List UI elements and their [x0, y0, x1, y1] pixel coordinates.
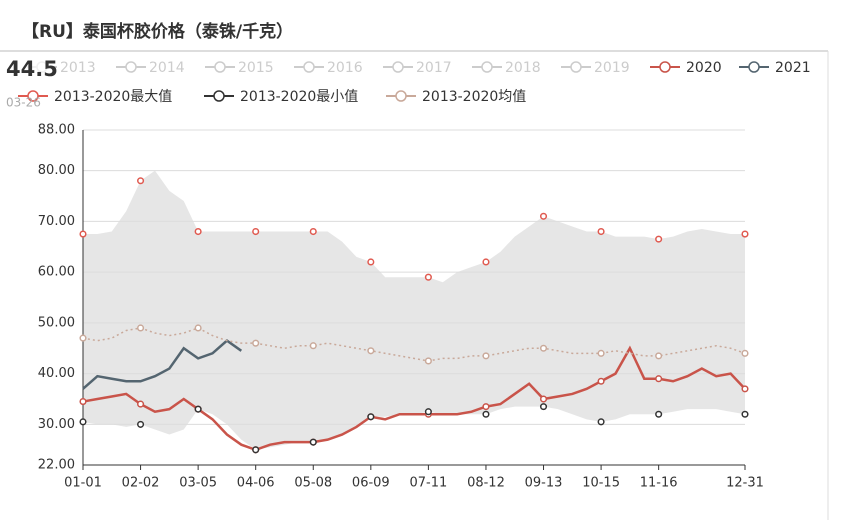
legend-icon — [570, 61, 582, 73]
range-band — [83, 170, 745, 450]
point-marker — [655, 352, 663, 360]
point-marker — [597, 349, 605, 357]
legend-label[interactable]: 2013-2020均值 — [422, 89, 526, 105]
x-tick-label: 06-09 — [352, 476, 390, 491]
point-marker — [539, 344, 548, 352]
point-marker — [741, 385, 749, 393]
x-tick-label: 02-02 — [122, 476, 160, 491]
point-marker — [482, 352, 490, 360]
legend-label[interactable]: 2019 — [594, 60, 630, 76]
legend-icon — [27, 90, 39, 102]
point-marker — [252, 446, 260, 454]
readout-date: 03-26 — [6, 96, 41, 110]
point-marker — [252, 227, 260, 236]
series-line — [82, 345, 746, 452]
legend-icon — [125, 61, 137, 73]
point-marker — [424, 357, 432, 365]
x-tick-label: 01-01 — [64, 476, 102, 491]
point-marker — [309, 342, 317, 350]
y-tick-label: 70.00 — [38, 214, 75, 229]
x-tick-label: 10-15 — [582, 476, 620, 491]
chart-title: 【RU】泰国杯胶价格（泰铢/千克） — [22, 21, 293, 42]
y-tick-label: 80.00 — [38, 163, 75, 178]
point-marker — [597, 377, 605, 385]
point-marker — [137, 177, 145, 185]
point-marker — [137, 420, 145, 428]
point-marker — [539, 212, 548, 220]
point-marker — [367, 413, 375, 421]
series-line — [82, 339, 243, 390]
point-marker — [79, 230, 87, 238]
legend-label[interactable]: 2013 — [60, 60, 96, 76]
legend-icon — [748, 61, 760, 73]
y-tick-label: 88.00 — [38, 123, 75, 138]
point-marker — [597, 227, 605, 236]
point-marker — [597, 418, 605, 426]
legend-icon — [481, 61, 493, 73]
legend-label[interactable]: 2020 — [686, 60, 722, 76]
point-marker — [79, 398, 87, 406]
point-marker — [482, 410, 490, 418]
x-tick-label: 07-11 — [410, 476, 448, 491]
legend-icon — [213, 90, 225, 102]
legend-icon — [303, 61, 315, 73]
legend-icon — [392, 61, 404, 73]
point-marker — [741, 230, 749, 238]
legend-label[interactable]: 2018 — [505, 60, 541, 76]
legend-icon — [214, 61, 226, 73]
legend-label[interactable]: 2015 — [238, 60, 274, 76]
x-tick-label: 04-06 — [237, 476, 275, 491]
legend-icon — [659, 61, 671, 73]
y-tick-label: 60.00 — [38, 265, 75, 280]
point-marker — [309, 438, 317, 446]
point-marker — [309, 227, 317, 236]
point-marker — [655, 375, 663, 383]
y-tick-label: 50.00 — [38, 315, 75, 330]
point-marker — [741, 349, 749, 357]
y-tick-label: 30.00 — [38, 417, 75, 432]
point-marker — [539, 403, 548, 411]
legend-label[interactable]: 2013-2020最小值 — [240, 89, 358, 105]
readout-value: 44.5 — [6, 57, 58, 81]
point-marker — [79, 334, 87, 342]
point-marker — [424, 408, 432, 416]
point-marker — [79, 418, 87, 426]
point-marker — [137, 400, 145, 408]
y-tick-label: 22.00 — [38, 458, 75, 473]
point-marker — [741, 410, 749, 418]
point-marker — [367, 258, 375, 266]
point-marker — [655, 235, 663, 243]
point-marker — [194, 227, 202, 236]
point-marker — [194, 405, 202, 413]
series-line — [82, 327, 746, 362]
point-marker — [137, 324, 145, 332]
legend-label[interactable]: 2013-2020最大值 — [54, 89, 172, 105]
x-tick-label: 12-31 — [726, 476, 764, 491]
legend-label[interactable]: 2021 — [775, 60, 811, 76]
legend-label[interactable]: 2016 — [327, 60, 363, 76]
y-tick-label: 40.00 — [38, 366, 75, 381]
point-marker — [655, 410, 663, 418]
legend-icon — [395, 90, 407, 102]
point-marker — [424, 273, 432, 281]
point-marker — [539, 395, 548, 403]
readout-backdrop — [4, 56, 54, 82]
x-tick-label: 03-05 — [179, 476, 217, 491]
point-marker — [194, 324, 202, 332]
x-tick-label: 09-13 — [525, 476, 563, 491]
point-marker — [482, 258, 490, 266]
point-marker — [252, 339, 260, 347]
x-tick-label: 08-12 — [467, 476, 505, 491]
legend-label[interactable]: 2017 — [416, 60, 452, 76]
legend-label[interactable]: 2014 — [149, 60, 185, 76]
x-tick-label: 05-08 — [294, 476, 332, 491]
x-tick-label: 11-16 — [640, 476, 678, 491]
point-marker — [367, 347, 375, 355]
point-marker — [482, 403, 490, 411]
